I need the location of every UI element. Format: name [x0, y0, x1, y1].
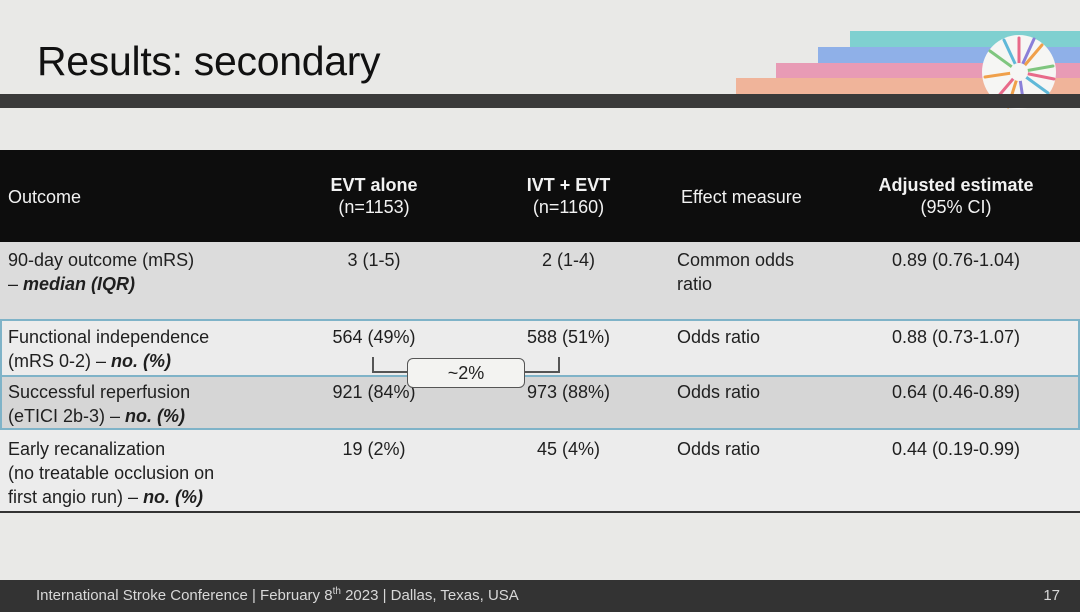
header-estimate-label: Adjusted estimate: [878, 175, 1034, 195]
evt-alone-value: 921 (84%): [332, 382, 416, 402]
ivt-evt-value: 973 (88%): [526, 382, 611, 402]
results-table: Outcome EVT alone (n=1153) IVT + EVT (n=…: [0, 150, 1080, 513]
table-header: Outcome EVT alone (n=1153) IVT + EVT (n=…: [0, 150, 1080, 242]
header-adjusted-estimate: Adjusted estimate (95% CI): [846, 174, 1066, 218]
title-bar: [0, 94, 1080, 108]
header-ivt-evt: IVT + EVT (n=1160): [486, 174, 651, 218]
estimate-value: 0.44 (0.19-0.99): [891, 439, 1021, 459]
footer-bar: International Stroke Conference | Februa…: [0, 580, 1080, 612]
header-outcome: Outcome: [8, 187, 82, 207]
difference-label: ~2%: [407, 358, 525, 388]
table-row: Early recanalization (no treatable occlu…: [0, 430, 1080, 513]
outcome-cell: Functional independence (mRS 0-2) – no. …: [8, 325, 209, 373]
effect-text: Common odds: [677, 250, 795, 270]
outcome-cell: 90-day outcome (mRS) – median (IQR): [8, 248, 194, 296]
header-evt-alone-n: (n=1153): [338, 197, 410, 217]
ivt-evt-value: 2 (1-4): [541, 250, 595, 270]
table-row: Successful reperfusion (eTICI 2b-3) – no…: [0, 377, 1080, 430]
outcome-text: – median (IQR): [8, 274, 136, 294]
ivt-evt-value: 45 (4%): [536, 439, 601, 459]
header-ivt-evt-label: IVT + EVT: [526, 175, 611, 195]
outcome-text: Early recanalization: [8, 439, 166, 459]
evt-alone-value: 3 (1-5): [347, 250, 401, 270]
outcome-text: Functional independence: [8, 327, 210, 347]
outcome-text: first angio run) – no. (%): [8, 487, 204, 507]
header-evt-alone-label: EVT alone: [330, 175, 418, 195]
effect-text: ratio: [677, 274, 713, 294]
ivt-evt-value: 588 (51%): [526, 327, 611, 347]
table-row: 90-day outcome (mRS) – median (IQR) 3 (1…: [0, 242, 1080, 319]
header-estimate-ci: (95% CI): [920, 197, 992, 217]
slide-title: Results: secondary: [37, 38, 381, 84]
outcome-text: 90-day outcome (mRS): [8, 250, 195, 270]
effect-measure-value: Odds ratio: [677, 327, 761, 347]
table-row: Functional independence (mRS 0-2) – no. …: [0, 319, 1080, 377]
outcome-cell: Early recanalization (no treatable occlu…: [8, 437, 214, 509]
evt-alone-value: 564 (49%): [332, 327, 416, 347]
page-number: 17: [1043, 587, 1060, 604]
outcome-text: (eTICI 2b-3) – no. (%): [8, 406, 186, 426]
evt-alone-value: 19 (2%): [342, 439, 406, 459]
effect-measure-value: Odds ratio: [677, 439, 761, 459]
conference-logo-icon: [982, 35, 1056, 109]
effect-measure-value: Common odds ratio: [677, 248, 794, 296]
footer-conference: International Stroke Conference | Februa…: [36, 586, 519, 605]
effect-measure-value: Odds ratio: [677, 382, 761, 402]
outcome-cell: Successful reperfusion (eTICI 2b-3) – no…: [8, 380, 190, 428]
header-evt-alone: EVT alone (n=1153): [294, 174, 454, 218]
outcome-text: (no treatable occlusion on: [8, 463, 215, 483]
estimate-value: 0.64 (0.46-0.89): [891, 382, 1021, 402]
outcome-text: (mRS 0-2) – no. (%): [8, 351, 172, 371]
estimate-value: 0.89 (0.76-1.04): [891, 250, 1021, 270]
header-ivt-evt-n: (n=1160): [532, 197, 605, 217]
outcome-text: Successful reperfusion: [8, 382, 191, 402]
header-effect-measure: Effect measure: [681, 187, 802, 207]
estimate-value: 0.88 (0.73-1.07): [891, 327, 1021, 347]
